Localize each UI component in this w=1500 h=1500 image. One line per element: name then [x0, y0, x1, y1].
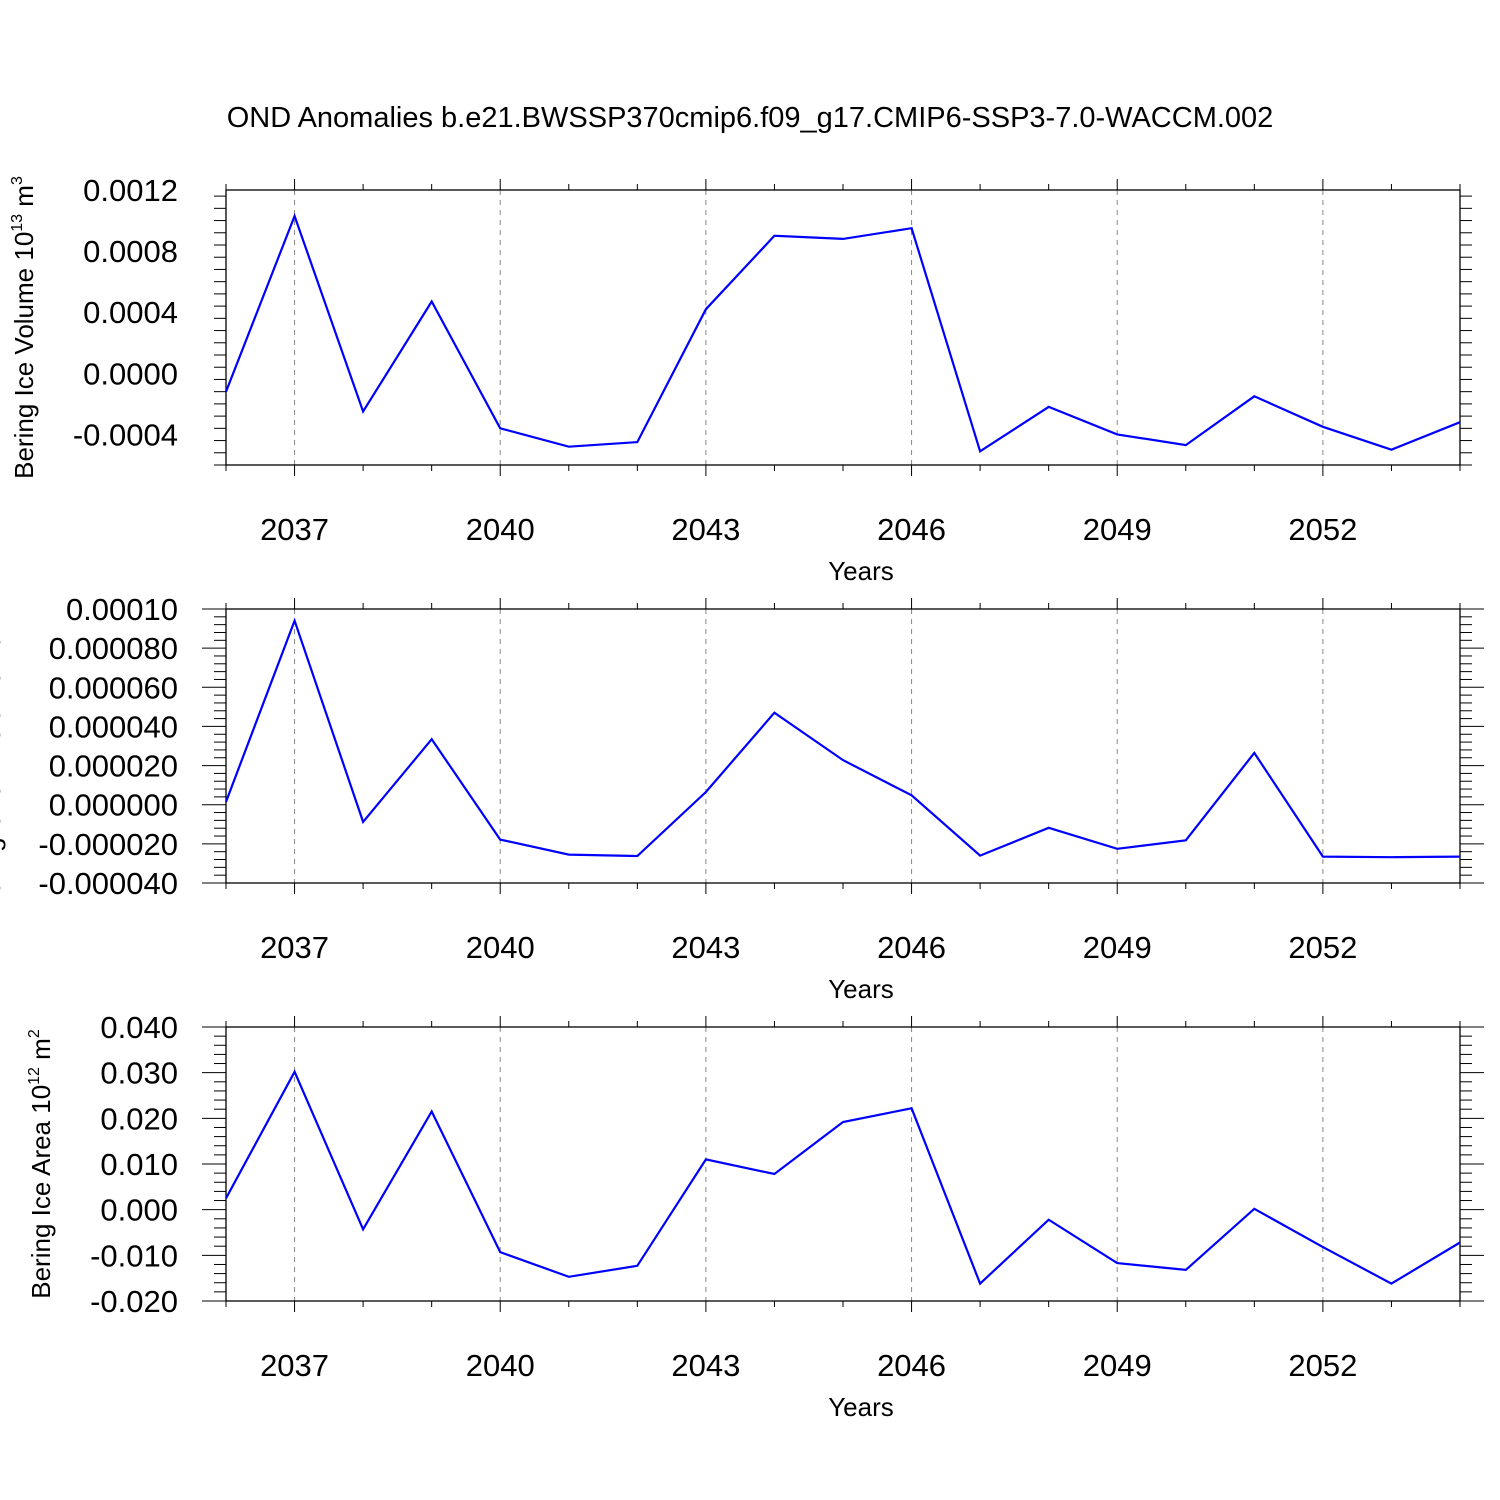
- plot-frame: [225, 189, 1461, 466]
- x-tick-label: 2040: [466, 1348, 535, 1383]
- x-tick-label: 2052: [1288, 1348, 1357, 1383]
- y-tick-label: 0.0008: [83, 234, 178, 269]
- x-axis-label: Years: [828, 1392, 894, 1422]
- y-axis-label: Bering Snow Volume 1013 m3: [0, 579, 6, 912]
- x-tick-label: 2043: [671, 930, 740, 965]
- y-tick-label: 0.000060: [49, 670, 178, 705]
- x-tick-label: 2046: [877, 1348, 946, 1383]
- panels: -0.0004 0.0000 0.0004 0.0008 0.0012 2037 2040 2…: [0, 173, 1484, 1422]
- x-tick-label: 2046: [877, 930, 946, 965]
- x-tick-label: 2040: [466, 512, 535, 547]
- y-tick-label: 0.020: [100, 1101, 178, 1136]
- y-axis-label-part: 3: [9, 176, 26, 185]
- y-axis-label-part: Bering Ice Volume 10: [9, 232, 39, 479]
- y-axis-label-part: m: [0, 588, 6, 617]
- y-tick-label: 0.0012: [83, 173, 178, 208]
- x-axis-label: Years: [828, 556, 894, 586]
- y-tick-label: 0.0004: [83, 295, 178, 330]
- x-axis-label: Years: [828, 974, 894, 1004]
- y-axis-label-part: Bering Ice Area 10: [26, 1085, 56, 1299]
- x-tick-label: 2046: [877, 512, 946, 547]
- plot-frame: [225, 608, 1461, 884]
- panel-2: -0.000040 -0.000020 0.000000 0.000020 0.0000…: [0, 579, 1484, 1004]
- x-tick-label: 2037: [260, 512, 329, 547]
- y-tick-label: 0.030: [100, 1056, 178, 1091]
- y-tick-label: 0.040: [100, 1010, 178, 1045]
- x-tick-label: 2049: [1083, 512, 1152, 547]
- panel-1: -0.0004 0.0000 0.0004 0.0008 0.0012 2037 2040 2…: [9, 173, 1472, 586]
- plot-frame: [225, 1026, 1461, 1302]
- x-tick-label: 2043: [671, 512, 740, 547]
- y-tick-label: -0.010: [90, 1238, 178, 1273]
- y-tick-label: -0.020: [90, 1284, 178, 1319]
- y-tick-label: 0.0000: [83, 356, 178, 391]
- x-tick-label: 2052: [1288, 930, 1357, 965]
- y-tick-label: 0.000040: [49, 709, 178, 744]
- x-tick-label: 2052: [1288, 512, 1357, 547]
- series-line: [224, 212, 1461, 454]
- y-tick-label: 0.000: [100, 1193, 178, 1228]
- panel-3: -0.020 -0.010 0.000 0.010 0.020 0.030 0.040 203…: [26, 1010, 1484, 1422]
- y-axis-label-part: 13: [9, 214, 26, 232]
- y-tick-label: 0.000080: [49, 631, 178, 666]
- y-tick-label: 0.00010: [66, 592, 178, 627]
- x-tick-label: 2037: [260, 930, 329, 965]
- figure-title: OND Anomalies b.e21.BWSSP370cmip6.f09_g1…: [227, 102, 1274, 134]
- x-tick-label: 2037: [260, 1348, 329, 1383]
- y-tick-label: -0.000020: [38, 827, 178, 862]
- y-axis-label-part: 12: [26, 1067, 43, 1085]
- x-tick-label: 2040: [466, 930, 535, 965]
- y-tick-label: 0.000000: [49, 788, 178, 823]
- y-axis-label-part: 2: [26, 1029, 43, 1038]
- x-tick-label: 2049: [1083, 1348, 1152, 1383]
- x-tick-label: 2049: [1083, 930, 1152, 965]
- y-axis-label-part: m: [26, 1038, 56, 1067]
- y-axis-label: Bering Ice Volume 1013 m3: [9, 176, 39, 479]
- y-tick-label: -0.000040: [38, 866, 178, 901]
- y-axis-label-part: Bering Snow Volume 10: [0, 635, 6, 913]
- y-tick-label: 0.010: [100, 1147, 178, 1182]
- series-line: [225, 1069, 1461, 1286]
- x-tick-label: 2043: [671, 1348, 740, 1383]
- y-tick-label: -0.0004: [73, 417, 178, 452]
- y-tick-label: 0.000020: [49, 749, 178, 784]
- series-line: [224, 617, 1461, 859]
- y-axis-label: Bering Ice Area 1012 m2: [26, 1029, 56, 1299]
- y-axis-label-part: m: [9, 185, 39, 214]
